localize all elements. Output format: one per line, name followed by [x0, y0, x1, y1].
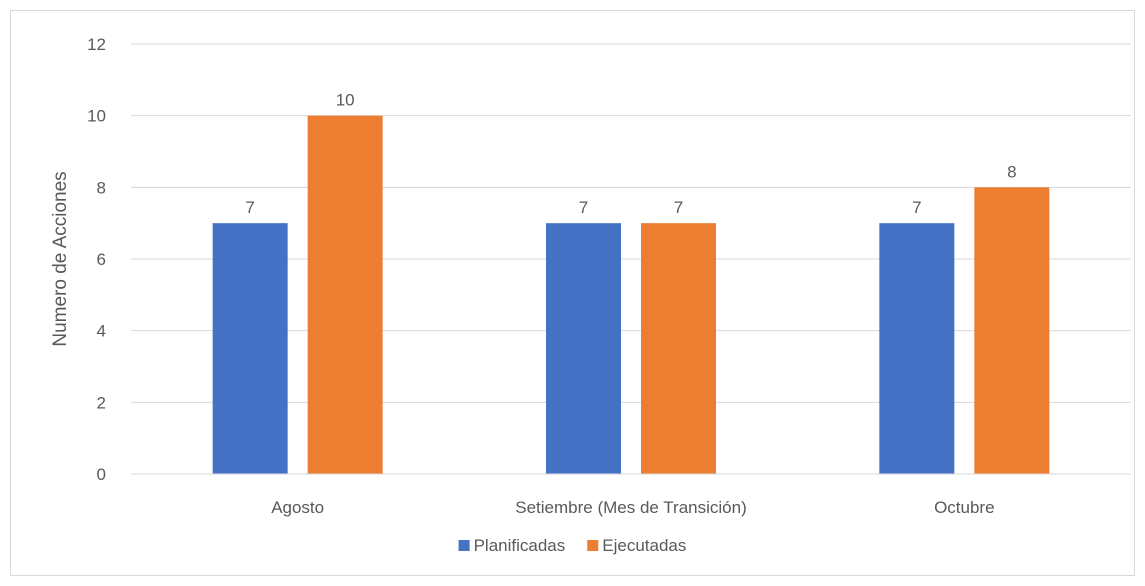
bar-planificadas-1 [546, 223, 621, 474]
bar-chart: 0 2 4 6 8 10 12 Numero de Acciones 7 10 7 7 7 8 Ago… [50, 35, 1131, 555]
legend-swatch [587, 540, 599, 551]
legend-item-planificadas: Planificadas [458, 536, 566, 555]
legend-swatch [458, 540, 470, 551]
data-label: 10 [336, 91, 355, 110]
legend-label: Ejecutadas [602, 536, 686, 555]
data-label: 7 [912, 198, 921, 217]
legend: Planificadas Ejecutadas [458, 536, 686, 555]
x-tick-label: Agosto [271, 498, 324, 517]
y-tick-label: 2 [97, 393, 106, 412]
y-tick-label: 6 [97, 250, 106, 269]
data-labels: 7 10 7 7 7 8 [245, 91, 1016, 218]
data-label: 7 [579, 198, 588, 217]
data-label: 7 [674, 198, 683, 217]
bar-planificadas-2 [879, 223, 955, 474]
gridlines [131, 43, 1131, 403]
y-tick-label: 12 [87, 35, 106, 54]
x-tick-label: Octubre [934, 498, 994, 517]
x-axis-ticks: Agosto Setiembre (Mes de Transición) Octub… [271, 498, 994, 517]
bar-ejecutadas-1 [641, 223, 716, 474]
y-axis-ticks: 0 2 4 6 8 10 12 [87, 35, 106, 484]
y-tick-label: 10 [87, 107, 106, 126]
bar-ejecutadas-2 [974, 187, 1050, 475]
y-axis-label: Numero de Acciones [50, 171, 71, 346]
y-tick-label: 0 [97, 465, 106, 484]
bar-ejecutadas-0 [307, 115, 383, 475]
data-label: 8 [1007, 162, 1016, 181]
x-tick-label: Setiembre (Mes de Transición) [515, 498, 746, 517]
y-tick-label: 8 [97, 178, 106, 197]
chart-frame: 0 2 4 6 8 10 12 Numero de Acciones 7 10 7 7 7 8 Ago… [10, 10, 1135, 576]
legend-item-ejecutadas: Ejecutadas [587, 536, 686, 555]
legend-label: Planificadas [474, 536, 566, 555]
data-label: 7 [245, 198, 254, 217]
y-tick-label: 4 [97, 322, 106, 341]
bars [212, 115, 1050, 475]
bar-planificadas-0 [212, 223, 288, 474]
